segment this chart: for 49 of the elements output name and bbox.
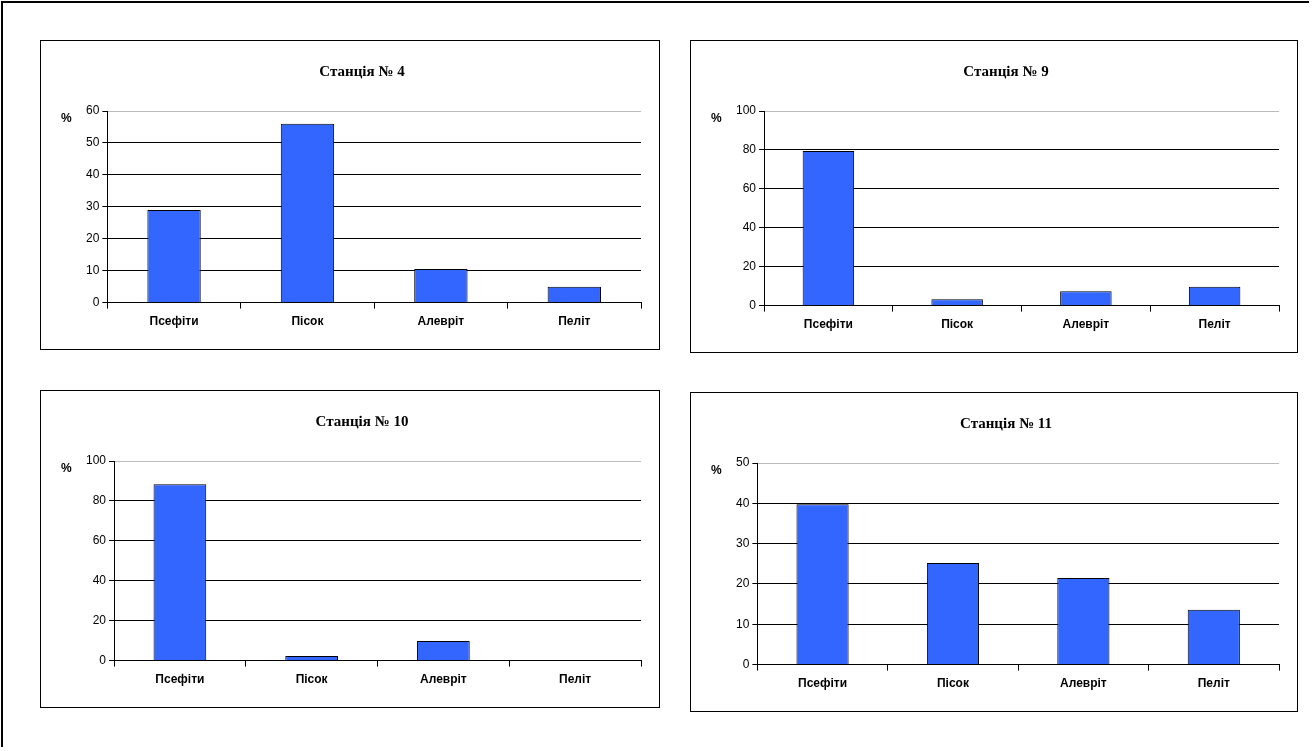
y-axis-title: %	[711, 111, 722, 126]
x-tick-label: Алевріт	[420, 672, 467, 687]
x-tick-label: Псефіти	[155, 672, 205, 687]
y-tick-label: 80	[92, 493, 107, 508]
y-tick-label: 40	[742, 220, 757, 235]
y-tick-label: 40	[92, 573, 107, 588]
y-tick-label: 0	[749, 297, 757, 312]
y-tick-label: 20	[85, 231, 100, 246]
y-tick-label: 10	[735, 616, 750, 631]
y-tick-label: 50	[735, 455, 750, 470]
y-tick-label: 50	[85, 135, 100, 150]
y-tick-label: 20	[92, 612, 107, 627]
y-axis-title: %	[711, 463, 722, 478]
x-tick-label: Пісок	[295, 672, 329, 687]
y-tick-label: 20	[735, 576, 750, 591]
y-tick-label: 60	[92, 533, 107, 548]
y-tick-label: 100	[85, 453, 107, 468]
y-tick-label: 0	[742, 656, 750, 671]
y-tick-label: 100	[735, 103, 757, 118]
y-tick-label: 0	[99, 652, 107, 667]
x-tick-label: Пісок	[941, 317, 975, 332]
y-axis-title: %	[61, 461, 72, 476]
chart-title: Станція № 4	[319, 62, 406, 79]
y-tick-label: 40	[735, 495, 750, 510]
y-tick-label: 20	[742, 258, 757, 273]
y-tick-label: 30	[735, 535, 750, 550]
y-tick-label: 60	[85, 103, 100, 118]
x-tick-label: Псефіти	[149, 314, 199, 329]
x-tick-label: Алевріт	[417, 314, 465, 329]
chart-title: Станція № 9	[963, 62, 1049, 79]
chart-title: Станція № 10	[315, 412, 409, 429]
x-tick-label: Пеліт	[558, 314, 591, 329]
x-tick-label: Пісок	[936, 676, 970, 691]
y-tick-label: 80	[742, 142, 757, 157]
y-axis-title: %	[61, 111, 72, 126]
y-tick-label: 60	[742, 181, 757, 196]
y-tick-label: 10	[85, 262, 100, 277]
x-tick-label: Алевріт	[1062, 317, 1110, 332]
y-tick-label: 30	[85, 199, 100, 214]
x-tick-label: Пісок	[291, 314, 325, 329]
x-tick-label: Пеліт	[559, 672, 592, 687]
x-tick-label: Псефіти	[798, 676, 848, 691]
chart-title: Станція № 11	[960, 414, 1052, 431]
x-tick-label: Пеліт	[1198, 317, 1231, 332]
x-tick-label: Псефіти	[803, 317, 853, 332]
x-tick-label: Пеліт	[1197, 676, 1230, 691]
y-tick-label: 0	[92, 294, 100, 309]
x-tick-label: Алевріт	[1060, 676, 1107, 691]
y-tick-label: 40	[85, 167, 100, 182]
